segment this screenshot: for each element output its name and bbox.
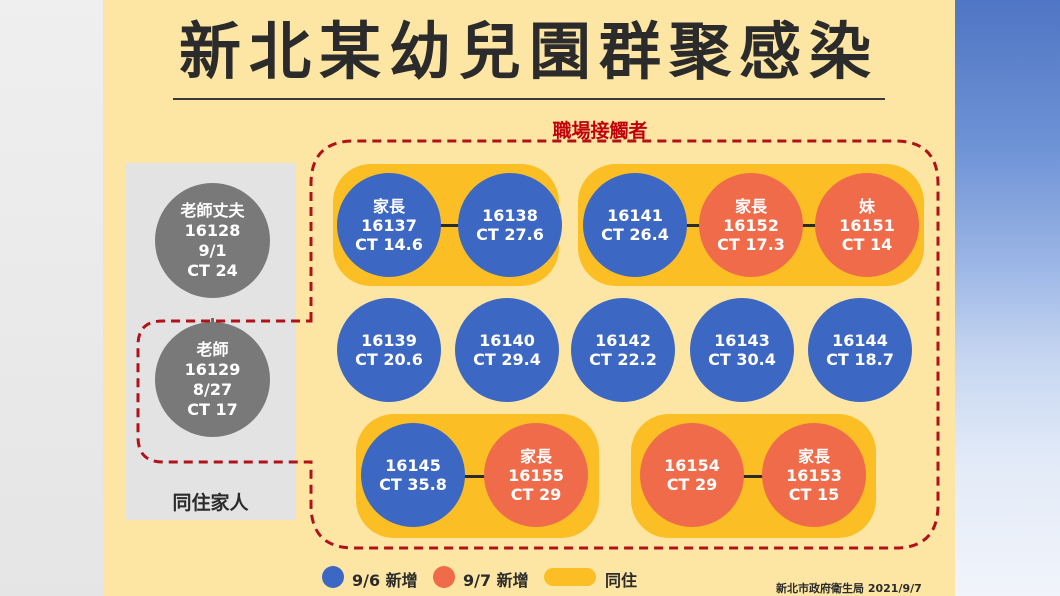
- source-credit: 新北市政府衛生局 2021/9/7: [776, 582, 922, 595]
- case-16137: 家長 16137 CT 14.6: [337, 173, 441, 277]
- case-id: 16151: [839, 215, 895, 235]
- case-ct: CT 24: [187, 260, 238, 280]
- case-16141: 16141 CT 26.4: [583, 173, 687, 277]
- case-id: 16154: [664, 456, 720, 475]
- case-16142: 16142 CT 22.2: [571, 298, 675, 402]
- case-16153: 家長 16153 CT 15: [762, 423, 866, 527]
- link-16154-16153: [742, 475, 776, 478]
- case-id: 16139: [361, 331, 417, 350]
- case-ct: CT 27.6: [476, 225, 544, 244]
- link-16137-16138: [440, 224, 470, 227]
- case-16144: 16144 CT 18.7: [808, 298, 912, 402]
- family-group-label: 同住家人: [172, 492, 249, 514]
- case-16140: 16140 CT 29.4: [455, 298, 559, 402]
- case-date: 9/1: [198, 240, 227, 260]
- case-date: 8/27: [192, 379, 233, 399]
- case-ct: CT 29.4: [473, 350, 541, 369]
- case-16129-teacher: 老師 16129 8/27 CT 17: [155, 322, 270, 437]
- case-id: 16128: [184, 220, 241, 240]
- background-left: [0, 0, 103, 596]
- case-id: 16138: [482, 206, 538, 225]
- case-ct: CT 30.4: [708, 350, 776, 369]
- case-16151: 妹 16151 CT 14: [815, 173, 919, 277]
- case-role: 老師: [196, 339, 229, 359]
- case-16138: 16138 CT 27.6: [458, 173, 562, 277]
- case-id: 16137: [361, 215, 417, 235]
- link-16145-16155: [460, 475, 496, 478]
- background-right: [955, 0, 1060, 596]
- case-role: 家長: [519, 446, 552, 466]
- case-16145: 16145 CT 35.8: [361, 423, 465, 527]
- case-ct: CT 29: [510, 484, 562, 504]
- legend-swatch-9-6: [322, 566, 344, 588]
- legend-label-9-7: 9/7 新增: [463, 571, 529, 590]
- case-id: 16143: [714, 331, 770, 350]
- case-ct: CT 22.2: [589, 350, 657, 369]
- case-16143: 16143 CT 30.4: [690, 298, 794, 402]
- case-id: 16145: [385, 456, 441, 475]
- case-id: 16141: [607, 206, 663, 225]
- case-16154: 16154 CT 29: [640, 423, 744, 527]
- case-16139: 16139 CT 20.6: [337, 298, 441, 402]
- case-ct: CT 14.6: [355, 234, 423, 254]
- case-ct: CT 26.4: [601, 225, 669, 244]
- case-id: 16140: [479, 331, 535, 350]
- case-ct: CT 35.8: [379, 475, 447, 494]
- case-id: 16155: [508, 465, 564, 485]
- case-16128-husband: 老師丈夫 16128 9/1 CT 24: [155, 183, 270, 298]
- case-role: 家長: [734, 196, 767, 216]
- poster-title: 新北某幼兒園群聚感染: [178, 15, 879, 88]
- case-id: 16152: [723, 215, 779, 235]
- case-ct: CT 18.7: [826, 350, 894, 369]
- case-id: 16153: [786, 465, 842, 485]
- case-16152: 家長 16152 CT 17.3: [699, 173, 803, 277]
- case-ct: CT 17: [187, 399, 238, 419]
- legend-swatch-cohabit: [544, 568, 596, 586]
- case-id: 16144: [832, 331, 888, 350]
- title-divider: [173, 98, 885, 100]
- case-ct: CT 15: [788, 484, 840, 504]
- case-16155: 家長 16155 CT 29: [484, 423, 588, 527]
- legend-label-9-6: 9/6 新增: [352, 571, 418, 590]
- case-ct: CT 14: [841, 234, 893, 254]
- case-id: 16142: [595, 331, 651, 350]
- legend-label-cohabit: 同住: [605, 571, 638, 590]
- legend-swatch-9-7: [433, 566, 455, 588]
- case-ct: CT 20.6: [355, 350, 423, 369]
- case-ct: CT 29: [666, 475, 718, 494]
- case-role: 家長: [372, 196, 405, 216]
- case-ct: CT 17.3: [717, 234, 785, 254]
- case-role: 妹: [858, 196, 875, 216]
- case-role: 老師丈夫: [180, 200, 245, 220]
- workplace-contacts-label: 職場接觸者: [552, 120, 648, 142]
- case-id: 16129: [184, 359, 241, 379]
- case-role: 家長: [797, 446, 830, 466]
